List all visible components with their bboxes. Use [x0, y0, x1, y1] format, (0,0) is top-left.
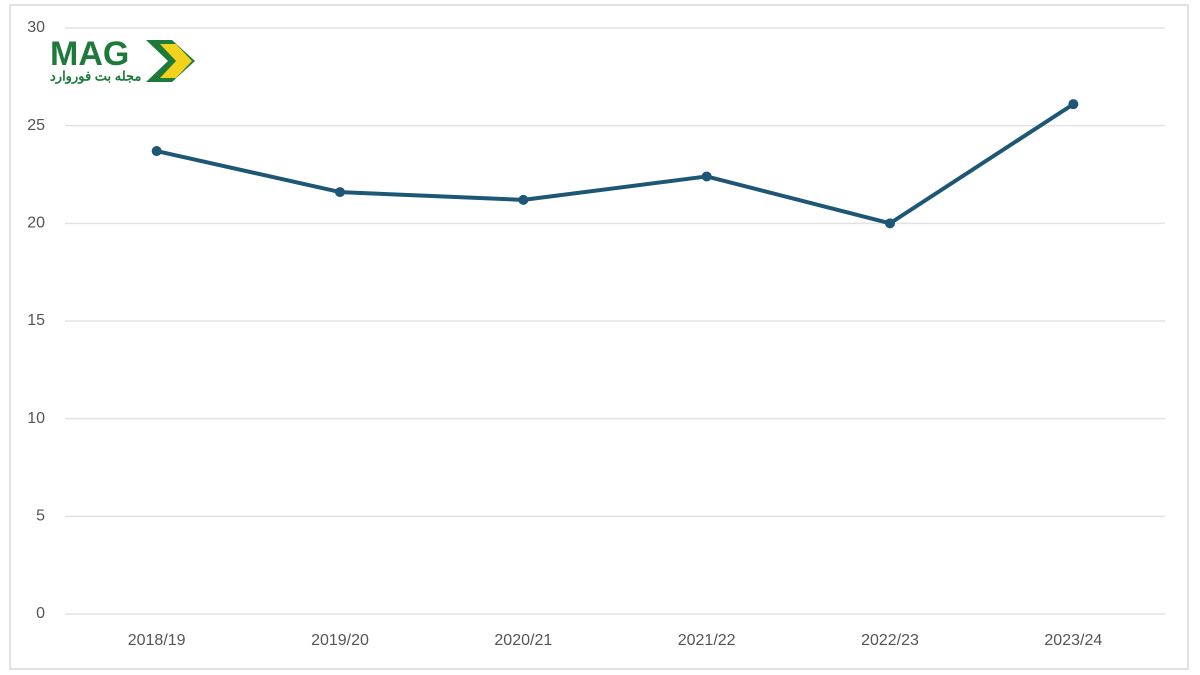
x-tick-label: 2019/20 [311, 632, 369, 649]
data-point [518, 194, 529, 205]
data-point [885, 218, 895, 229]
logo-text: MAG [50, 35, 129, 73]
y-tick-label: 30 [27, 19, 45, 36]
data-point [151, 146, 162, 157]
x-tick-label: 2022/23 [861, 632, 919, 649]
x-tick-label: 2021/22 [678, 632, 736, 649]
logo-arrow-accent [160, 44, 192, 78]
y-tick-label: 25 [27, 117, 45, 134]
logo-subtitle: مجله بت فوروارد [50, 68, 141, 84]
y-tick-label: 20 [27, 215, 45, 232]
data-point [335, 187, 345, 198]
x-tick-label: 2018/19 [128, 632, 186, 649]
data-point [1068, 99, 1079, 110]
y-tick-label: 10 [27, 410, 45, 427]
y-tick-label: 0 [36, 605, 45, 622]
logo: MAG مجله بت فوروارد [50, 35, 195, 84]
x-tick-label: 2020/21 [494, 632, 552, 649]
y-tick-label: 5 [36, 508, 45, 525]
data-point [701, 171, 712, 182]
x-tick-label: 2023/24 [1044, 632, 1102, 649]
chart-frame [9, 4, 1189, 670]
logo-arrow [146, 40, 195, 82]
line-series [156, 102, 1075, 226]
y-tick-label: 15 [27, 312, 45, 329]
